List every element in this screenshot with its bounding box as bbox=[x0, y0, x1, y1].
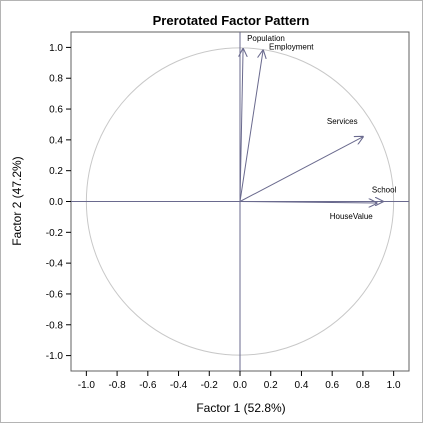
vector-label-housevalue: HouseValue bbox=[330, 212, 374, 221]
y-tick-label: 0.0 bbox=[49, 197, 63, 208]
y-tick-label: -0.8 bbox=[46, 320, 64, 331]
vector-employment bbox=[239, 50, 263, 202]
y-tick-label: 0.6 bbox=[49, 105, 63, 116]
y-tick-label: 0.4 bbox=[49, 135, 63, 146]
x-tick-label: -1.0 bbox=[78, 380, 96, 391]
x-tick-label: 1.0 bbox=[387, 380, 401, 391]
x-tick-label: 0.6 bbox=[325, 380, 339, 391]
vector-services bbox=[239, 137, 363, 202]
x-tick-label: 0.2 bbox=[264, 380, 278, 391]
y-tick-label: -0.4 bbox=[46, 259, 64, 270]
x-tick-label: -0.2 bbox=[201, 380, 219, 391]
x-tick-label: -0.4 bbox=[170, 380, 188, 391]
vector-population bbox=[240, 49, 243, 202]
x-tick-label: 0.4 bbox=[295, 380, 309, 391]
x-tick-label: 0.8 bbox=[356, 380, 370, 391]
y-tick-label: 0.8 bbox=[49, 74, 63, 85]
y-axis-title: Factor 2 (47.2%) bbox=[10, 156, 24, 245]
vector-label-population: Population bbox=[247, 34, 285, 43]
y-tick-label: -0.6 bbox=[46, 289, 64, 300]
vector-label-employment: Employment bbox=[269, 42, 314, 51]
vector-label-school: School bbox=[372, 186, 397, 195]
x-tick-label: -0.8 bbox=[108, 380, 126, 391]
y-tick-label: -0.2 bbox=[46, 228, 64, 239]
x-axis-title: Factor 1 (52.8%) bbox=[196, 401, 285, 415]
plot-area: -1.0 -0.8 -0.6 -0.4 -0.2 0.0 0.2 0.4 0.6 0.8 1.0 -1… bbox=[46, 31, 410, 391]
y-tick-label: 0.2 bbox=[49, 166, 63, 177]
x-tick-label: -0.6 bbox=[139, 380, 157, 391]
chart-title: Prerotated Factor Pattern bbox=[153, 13, 310, 28]
y-tick-label: 1.0 bbox=[49, 43, 63, 54]
vector-housevalue bbox=[239, 202, 377, 204]
x-tick-label: 0.0 bbox=[233, 380, 247, 391]
y-tick-label: -1.0 bbox=[46, 351, 64, 362]
vector-label-services: Services bbox=[327, 117, 358, 126]
